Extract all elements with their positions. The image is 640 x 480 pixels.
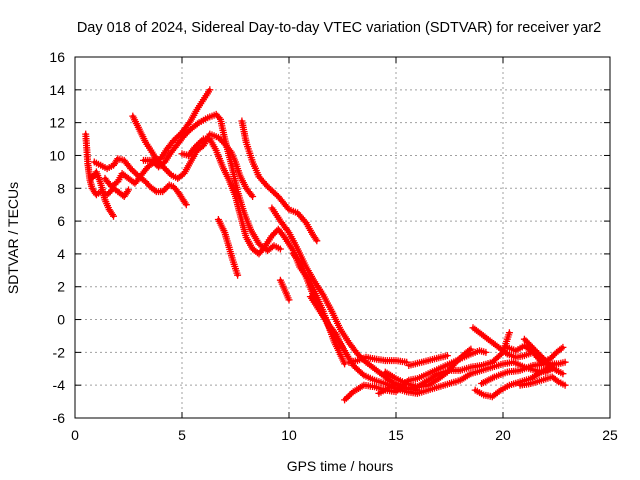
- data-point-marker: [182, 201, 190, 209]
- axis-ticks: 0 5 10 15 20 25 -6 -4 -2 0 2 4 6 8 10 12 14 16: [49, 49, 618, 443]
- data-point-marker: [530, 345, 538, 353]
- data-point-marker: [110, 212, 117, 220]
- data-point-marker: [451, 360, 458, 368]
- data-point-marker: [533, 348, 541, 356]
- data-point-marker: [341, 360, 349, 368]
- series-arc4: [101, 86, 214, 191]
- y-tick-label: 12: [49, 115, 65, 131]
- series-arc6: [140, 110, 284, 255]
- y-tick-label: -6: [53, 410, 66, 426]
- data-point-marker: [285, 296, 293, 304]
- data-point-marker: [151, 160, 159, 168]
- data-point-marker: [505, 329, 513, 337]
- x-tick-label: 20: [495, 427, 511, 443]
- data-point-marker: [166, 170, 174, 177]
- data-point-marker: [206, 86, 214, 94]
- series-arc9: [238, 117, 321, 245]
- series-arc19: [471, 362, 556, 401]
- y-tick-label: 10: [49, 147, 65, 163]
- y-tick-label: 8: [57, 180, 65, 196]
- series-arc23: [520, 335, 567, 378]
- data-point-marker: [465, 346, 473, 354]
- y-axis-label: SDTVAR / TECUs: [5, 182, 21, 294]
- data-point-marker: [190, 145, 198, 153]
- x-tick-label: 25: [602, 427, 618, 443]
- data-point-marker: [538, 353, 546, 361]
- data-point-marker: [164, 168, 172, 176]
- data-point-marker: [561, 358, 569, 366]
- data-point-marker: [161, 165, 169, 173]
- data-point-marker: [151, 186, 159, 194]
- series-arc17: [375, 329, 513, 397]
- data-point-marker: [148, 156, 156, 164]
- y-tick-label: 6: [57, 213, 65, 229]
- series-arc18: [405, 352, 451, 369]
- y-tick-label: -4: [53, 377, 66, 393]
- data-point-marker: [276, 245, 284, 253]
- series-trace: [103, 88, 212, 189]
- data-point-marker: [214, 133, 222, 141]
- y-tick-label: 0: [57, 312, 65, 328]
- data-point-marker: [294, 257, 302, 264]
- data-point-marker: [443, 352, 451, 360]
- data-point-marker: [551, 365, 559, 373]
- x-axis-label: GPS time / hours: [287, 458, 394, 474]
- data-point-marker: [313, 237, 321, 245]
- y-tick-label: -2: [53, 344, 66, 360]
- data-point-marker: [549, 352, 557, 360]
- series-arc2: [88, 168, 117, 220]
- y-tick-label: 16: [49, 49, 65, 65]
- data-point-marker: [125, 186, 132, 194]
- data-point-marker: [553, 377, 561, 385]
- data-point-marker: [561, 381, 569, 389]
- series-arc7: [178, 135, 349, 368]
- data-series: [82, 86, 569, 404]
- chart-title: Day 018 of 2024, Sidereal Day-to-day VTE…: [77, 20, 601, 36]
- series-arc8: [214, 216, 242, 279]
- data-point-marker: [339, 343, 346, 351]
- data-point-marker: [541, 357, 549, 365]
- data-point-marker: [559, 343, 567, 351]
- series-arc15: [345, 353, 411, 366]
- series-arc11: [276, 276, 293, 304]
- data-point-marker: [527, 342, 535, 350]
- data-point-marker: [392, 388, 400, 396]
- plot-frame: [74, 56, 611, 419]
- data-point-marker: [270, 230, 277, 238]
- data-point-marker: [249, 193, 257, 200]
- data-point-marker: [168, 138, 176, 146]
- y-tick-label: 14: [49, 82, 65, 98]
- data-point-marker: [182, 130, 190, 138]
- data-point-marker: [482, 348, 490, 356]
- x-tick-label: 15: [388, 427, 404, 443]
- data-point-marker: [467, 345, 475, 353]
- series-arc13: [306, 293, 346, 351]
- data-point-marker: [557, 345, 565, 353]
- data-point-marker: [522, 337, 530, 345]
- x-tick-label: 5: [178, 427, 186, 443]
- x-tick-label: 10: [281, 427, 297, 443]
- data-point-marker: [546, 355, 554, 363]
- x-tick-label: 0: [71, 427, 79, 443]
- data-point-marker: [525, 340, 533, 348]
- data-point-marker: [260, 243, 268, 251]
- y-tick-label: 2: [57, 279, 65, 295]
- series-arc24: [516, 373, 569, 389]
- y-tick-label: 4: [57, 246, 65, 262]
- data-point-marker: [358, 370, 366, 378]
- data-point-marker: [234, 271, 242, 279]
- data-point-marker: [559, 370, 567, 378]
